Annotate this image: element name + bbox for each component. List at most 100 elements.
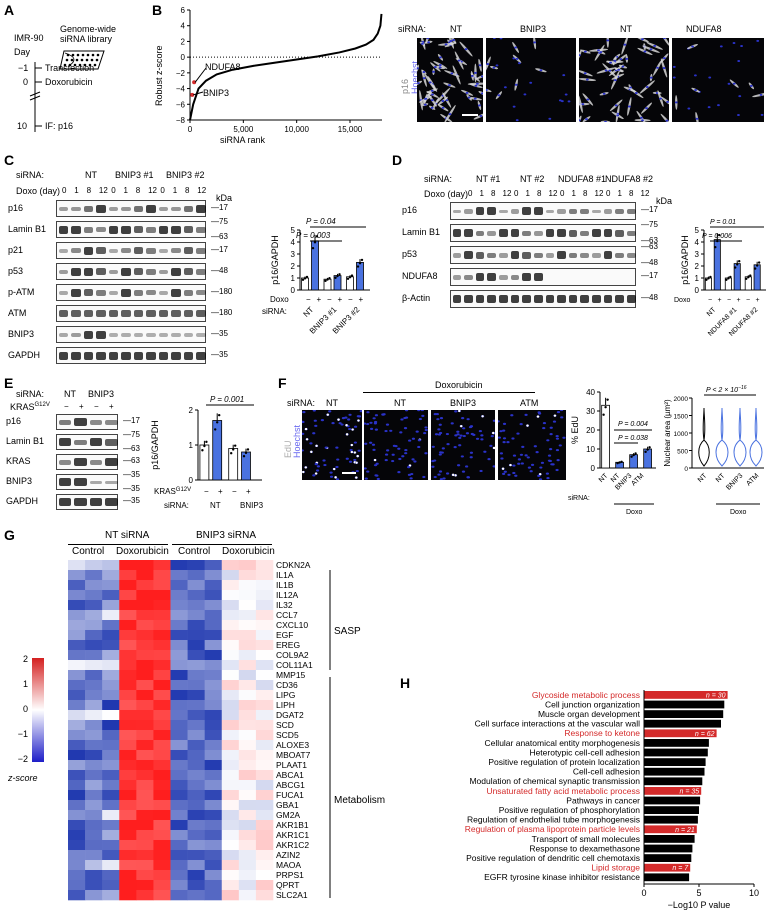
nucleus — [345, 457, 349, 460]
nucleus — [404, 448, 408, 452]
nucleus — [456, 464, 461, 467]
heatmap-cell — [136, 670, 154, 681]
heatmap-cell — [238, 820, 257, 831]
go-count: n = 62 — [695, 731, 715, 738]
nucleus — [708, 76, 712, 79]
nucleus — [599, 50, 603, 53]
heatmap-cell — [221, 860, 240, 871]
y-axis-label: p16/GAPDH — [150, 420, 160, 470]
blot-band — [105, 438, 118, 446]
heatmap-cell — [204, 860, 223, 871]
heatmap-cell — [68, 830, 86, 841]
nucleus — [486, 63, 490, 66]
ytick-label: 1000 — [674, 431, 689, 438]
nucleus — [436, 418, 440, 421]
gene-label: IL1A — [276, 570, 294, 580]
nucleus — [521, 445, 525, 448]
heatmap-cell — [68, 770, 86, 781]
blot-band — [580, 295, 589, 303]
heatmap-cell — [221, 830, 240, 841]
heatmap-cell — [119, 700, 137, 711]
heatmap-cell — [153, 880, 171, 891]
b-ytick-label: 2 — [181, 37, 186, 46]
blot-strip — [56, 494, 118, 510]
go-bar — [644, 796, 701, 805]
nucleus — [524, 454, 528, 457]
g-sub-2: Doxorubicin — [116, 546, 169, 557]
heatmap-cell — [255, 870, 274, 881]
heatmap-cell — [170, 620, 188, 631]
nucleus — [502, 472, 506, 475]
nucleus — [666, 100, 669, 103]
sign: − — [232, 487, 237, 496]
heatmap-cell — [255, 850, 274, 861]
nucleus — [556, 459, 560, 462]
nucleus — [404, 416, 409, 419]
edu-nucleus — [304, 466, 307, 469]
sign: + — [246, 487, 251, 496]
nucleus — [372, 448, 376, 451]
heatmap-cell — [255, 650, 274, 661]
heatmap-cell — [187, 800, 205, 811]
blot-label: GAPDH — [6, 496, 39, 506]
gene-label: SCD — [276, 720, 294, 730]
g-brackets — [329, 570, 331, 898]
f-scale-bar — [342, 472, 356, 474]
nucleus — [424, 428, 428, 432]
heatmap-cell — [238, 620, 257, 631]
data-point — [324, 279, 327, 283]
heatmap-cell — [221, 620, 240, 631]
e-group-2: BNIP3 — [88, 389, 115, 399]
heatmap-cell — [119, 670, 137, 681]
nucleus — [616, 114, 620, 117]
nucleus — [312, 474, 316, 477]
violin — [698, 407, 710, 467]
heatmap-cell — [102, 840, 120, 851]
heatmap-cell — [204, 810, 223, 821]
nucleus — [645, 107, 648, 110]
blot-band — [133, 226, 143, 233]
heatmap-cell — [187, 560, 205, 571]
blot-band — [545, 229, 555, 237]
blot-band — [121, 288, 131, 297]
data-point — [311, 246, 315, 250]
heatmap-cell — [102, 760, 120, 771]
nucleus — [516, 432, 520, 435]
nucleus — [519, 453, 524, 456]
go-bar — [644, 873, 690, 882]
nucleus — [695, 117, 699, 120]
mw-marker: —35 — [211, 328, 228, 338]
heatmap-cell — [85, 730, 103, 741]
heatmap-cell — [221, 810, 240, 821]
nucleus — [480, 434, 484, 437]
nucleus — [614, 104, 618, 107]
nucleus — [404, 452, 408, 455]
heatmap-cell — [187, 830, 205, 841]
nucleus — [421, 42, 424, 45]
heatmap-cell — [102, 630, 120, 641]
nucleus — [604, 69, 608, 72]
heatmap-cell — [187, 760, 205, 771]
heatmap-cell — [204, 660, 223, 671]
ytick-label: 1500 — [674, 414, 689, 421]
b-img-label-1: NT — [450, 24, 462, 34]
heatmap-cell — [136, 780, 154, 791]
edu-nucleus — [350, 450, 354, 454]
nucleus — [556, 410, 561, 414]
day-label: Day — [14, 47, 31, 57]
heatmap-cell — [221, 690, 240, 701]
nucleus — [442, 477, 446, 480]
heatmap-cell — [204, 740, 223, 751]
pval: P = 0.038 — [618, 435, 648, 442]
blot-band — [522, 230, 531, 236]
nucleus — [465, 432, 470, 435]
nucleus — [315, 469, 320, 472]
heatmap-cell — [136, 710, 154, 721]
edu-nucleus — [356, 454, 359, 458]
g-sub-3: Control — [178, 546, 211, 557]
nucleus — [438, 63, 442, 66]
blot-band — [158, 291, 168, 295]
data-point — [727, 277, 730, 280]
heatmap-cell — [255, 800, 274, 811]
heatmap-cell — [187, 780, 205, 791]
